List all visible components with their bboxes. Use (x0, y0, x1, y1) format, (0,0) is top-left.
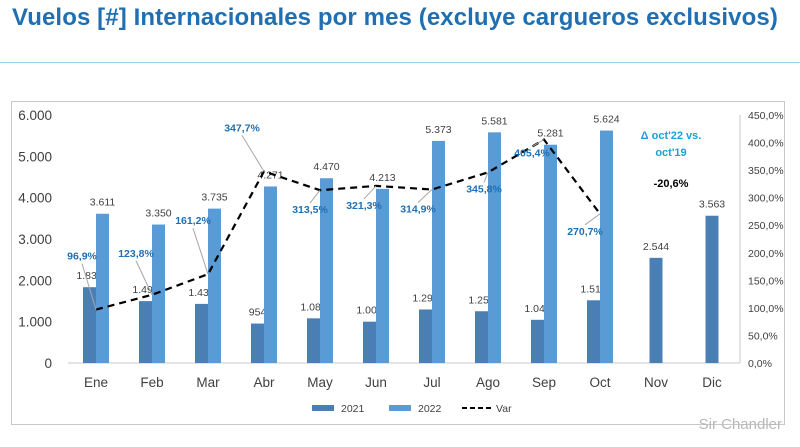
y2-tick-label: 300,0% (748, 193, 784, 205)
var-line-series (95, 138, 601, 311)
bar-2022-value-label: 3.350 (145, 208, 171, 220)
x-tick-label: May (307, 375, 333, 390)
bar-2021 (705, 215, 719, 363)
x-tick-label: Jun (365, 375, 387, 390)
y2-tick-label: 350,0% (748, 165, 784, 177)
bar-2022-value-label: 5.373 (425, 124, 451, 136)
var-value-label: 270,7% (567, 226, 603, 238)
bar-2022 (600, 130, 613, 363)
var-label-leader (135, 260, 153, 295)
x-tick-label: Feb (140, 375, 163, 390)
var-label-leader (363, 185, 377, 200)
y2-tick-label: 50,0% (748, 330, 778, 342)
var-label-leader (584, 213, 601, 226)
bar-2021 (139, 301, 152, 363)
bar-2021 (475, 311, 488, 363)
chart-title: Vuelos [#] Internacionales por mes (excl… (12, 4, 778, 31)
bar-2022-value-label: 4.470 (313, 161, 339, 173)
y2-tick-label: 150,0% (748, 275, 784, 287)
bar-2022 (376, 188, 389, 363)
var-value-label: 321,3% (346, 200, 382, 212)
bar-2021-value-label: 2.544 (643, 241, 669, 253)
y2-tick-label: 250,0% (748, 220, 784, 232)
annotation-line1: Δ oct'22 vs. (641, 130, 702, 142)
y2-tick-label: 100,0% (748, 303, 784, 315)
x-tick-label: Sep (532, 375, 556, 390)
bar-2021 (649, 257, 663, 363)
var-label-leader (241, 135, 265, 172)
bar-2021-value-label: 3.563 (699, 199, 725, 211)
bar-2021 (83, 287, 96, 363)
bar-2022 (264, 186, 277, 363)
bar-2022-value-label: 5.281 (537, 128, 563, 140)
bar-2022 (432, 140, 445, 363)
legend-swatch-2022 (389, 405, 411, 411)
chart-frame (11, 101, 785, 425)
bar-2021 (307, 318, 320, 363)
y2-tick-label: 400,0% (748, 138, 784, 150)
bar-2021 (363, 321, 376, 363)
y-tick-label: 2.000 (18, 273, 52, 288)
x-tick-label: Abr (253, 375, 275, 390)
var-value-label: 347,7% (224, 122, 260, 134)
var-label-leader (417, 189, 433, 203)
var-label-leader (531, 139, 545, 148)
y-tick-label: 0 (44, 356, 52, 371)
bar-2022 (208, 208, 221, 363)
x-tick-label: Mar (196, 375, 220, 390)
var-value-label: 313,5% (292, 204, 328, 216)
var-value-label: 123,8% (118, 248, 154, 260)
var-value-label: 161,2% (175, 215, 211, 227)
var-value-label: 96,9% (67, 251, 97, 263)
y-tick-label: 5.000 (18, 149, 52, 164)
y2-tick-label: 0,0% (748, 358, 772, 370)
bar-2021 (531, 319, 544, 363)
bar-2022 (320, 178, 333, 363)
var-value-label: 314,9% (400, 203, 436, 215)
bar-2021-label-bg (640, 238, 672, 253)
bar-2022-value-label: 3.611 (90, 197, 116, 209)
annotation-value: -20,6% (654, 178, 689, 190)
bar-2021-label-bg (696, 196, 728, 211)
bar-2022-value-label: 5.624 (593, 114, 619, 126)
var-label-leader (483, 172, 489, 183)
y-tick-label: 6.000 (18, 108, 52, 123)
bar-2021 (251, 323, 264, 363)
legend-label-2021: 2021 (341, 403, 365, 415)
var-label-leader (81, 263, 97, 310)
y2-tick-label: 450,0% (748, 110, 784, 122)
bar-2021 (587, 300, 600, 363)
annotation-line2: oct'19 (655, 147, 686, 159)
legend-swatch-2021 (312, 405, 334, 411)
watermark: Sir Chandler (698, 416, 782, 433)
bar-2021 (195, 303, 208, 363)
bar-2022 (488, 132, 501, 363)
y-tick-label: 4.000 (18, 191, 52, 206)
bar-2021 (419, 309, 432, 363)
legend-label-var: Var (496, 403, 512, 415)
var-label-leader (192, 228, 209, 275)
var-value-label: 345,8% (466, 183, 502, 195)
bar-2022 (96, 213, 109, 363)
y-tick-label: 3.000 (18, 232, 52, 247)
bar-2022 (544, 144, 557, 363)
bar-2022-value-label: 5.581 (481, 115, 507, 127)
var-value-label: 405,4% (514, 148, 550, 160)
bar-2021-value-label: 954 (249, 307, 267, 319)
x-tick-label: Jul (423, 375, 440, 390)
title-divider (0, 62, 800, 63)
x-tick-label: Dic (702, 375, 722, 390)
x-tick-label: Ago (476, 375, 500, 390)
legend-label-2022: 2022 (418, 403, 442, 415)
y-tick-label: 1.000 (18, 315, 52, 330)
bar-2022-value-label: 3.735 (201, 192, 227, 204)
bar-2022-value-label: 4.213 (369, 172, 395, 184)
x-tick-label: Oct (589, 375, 610, 390)
x-tick-label: Nov (644, 375, 668, 390)
bar-2022 (152, 224, 165, 363)
x-tick-label: Ene (84, 375, 108, 390)
var-label-leader (309, 189, 321, 204)
y2-tick-label: 200,0% (748, 248, 784, 260)
